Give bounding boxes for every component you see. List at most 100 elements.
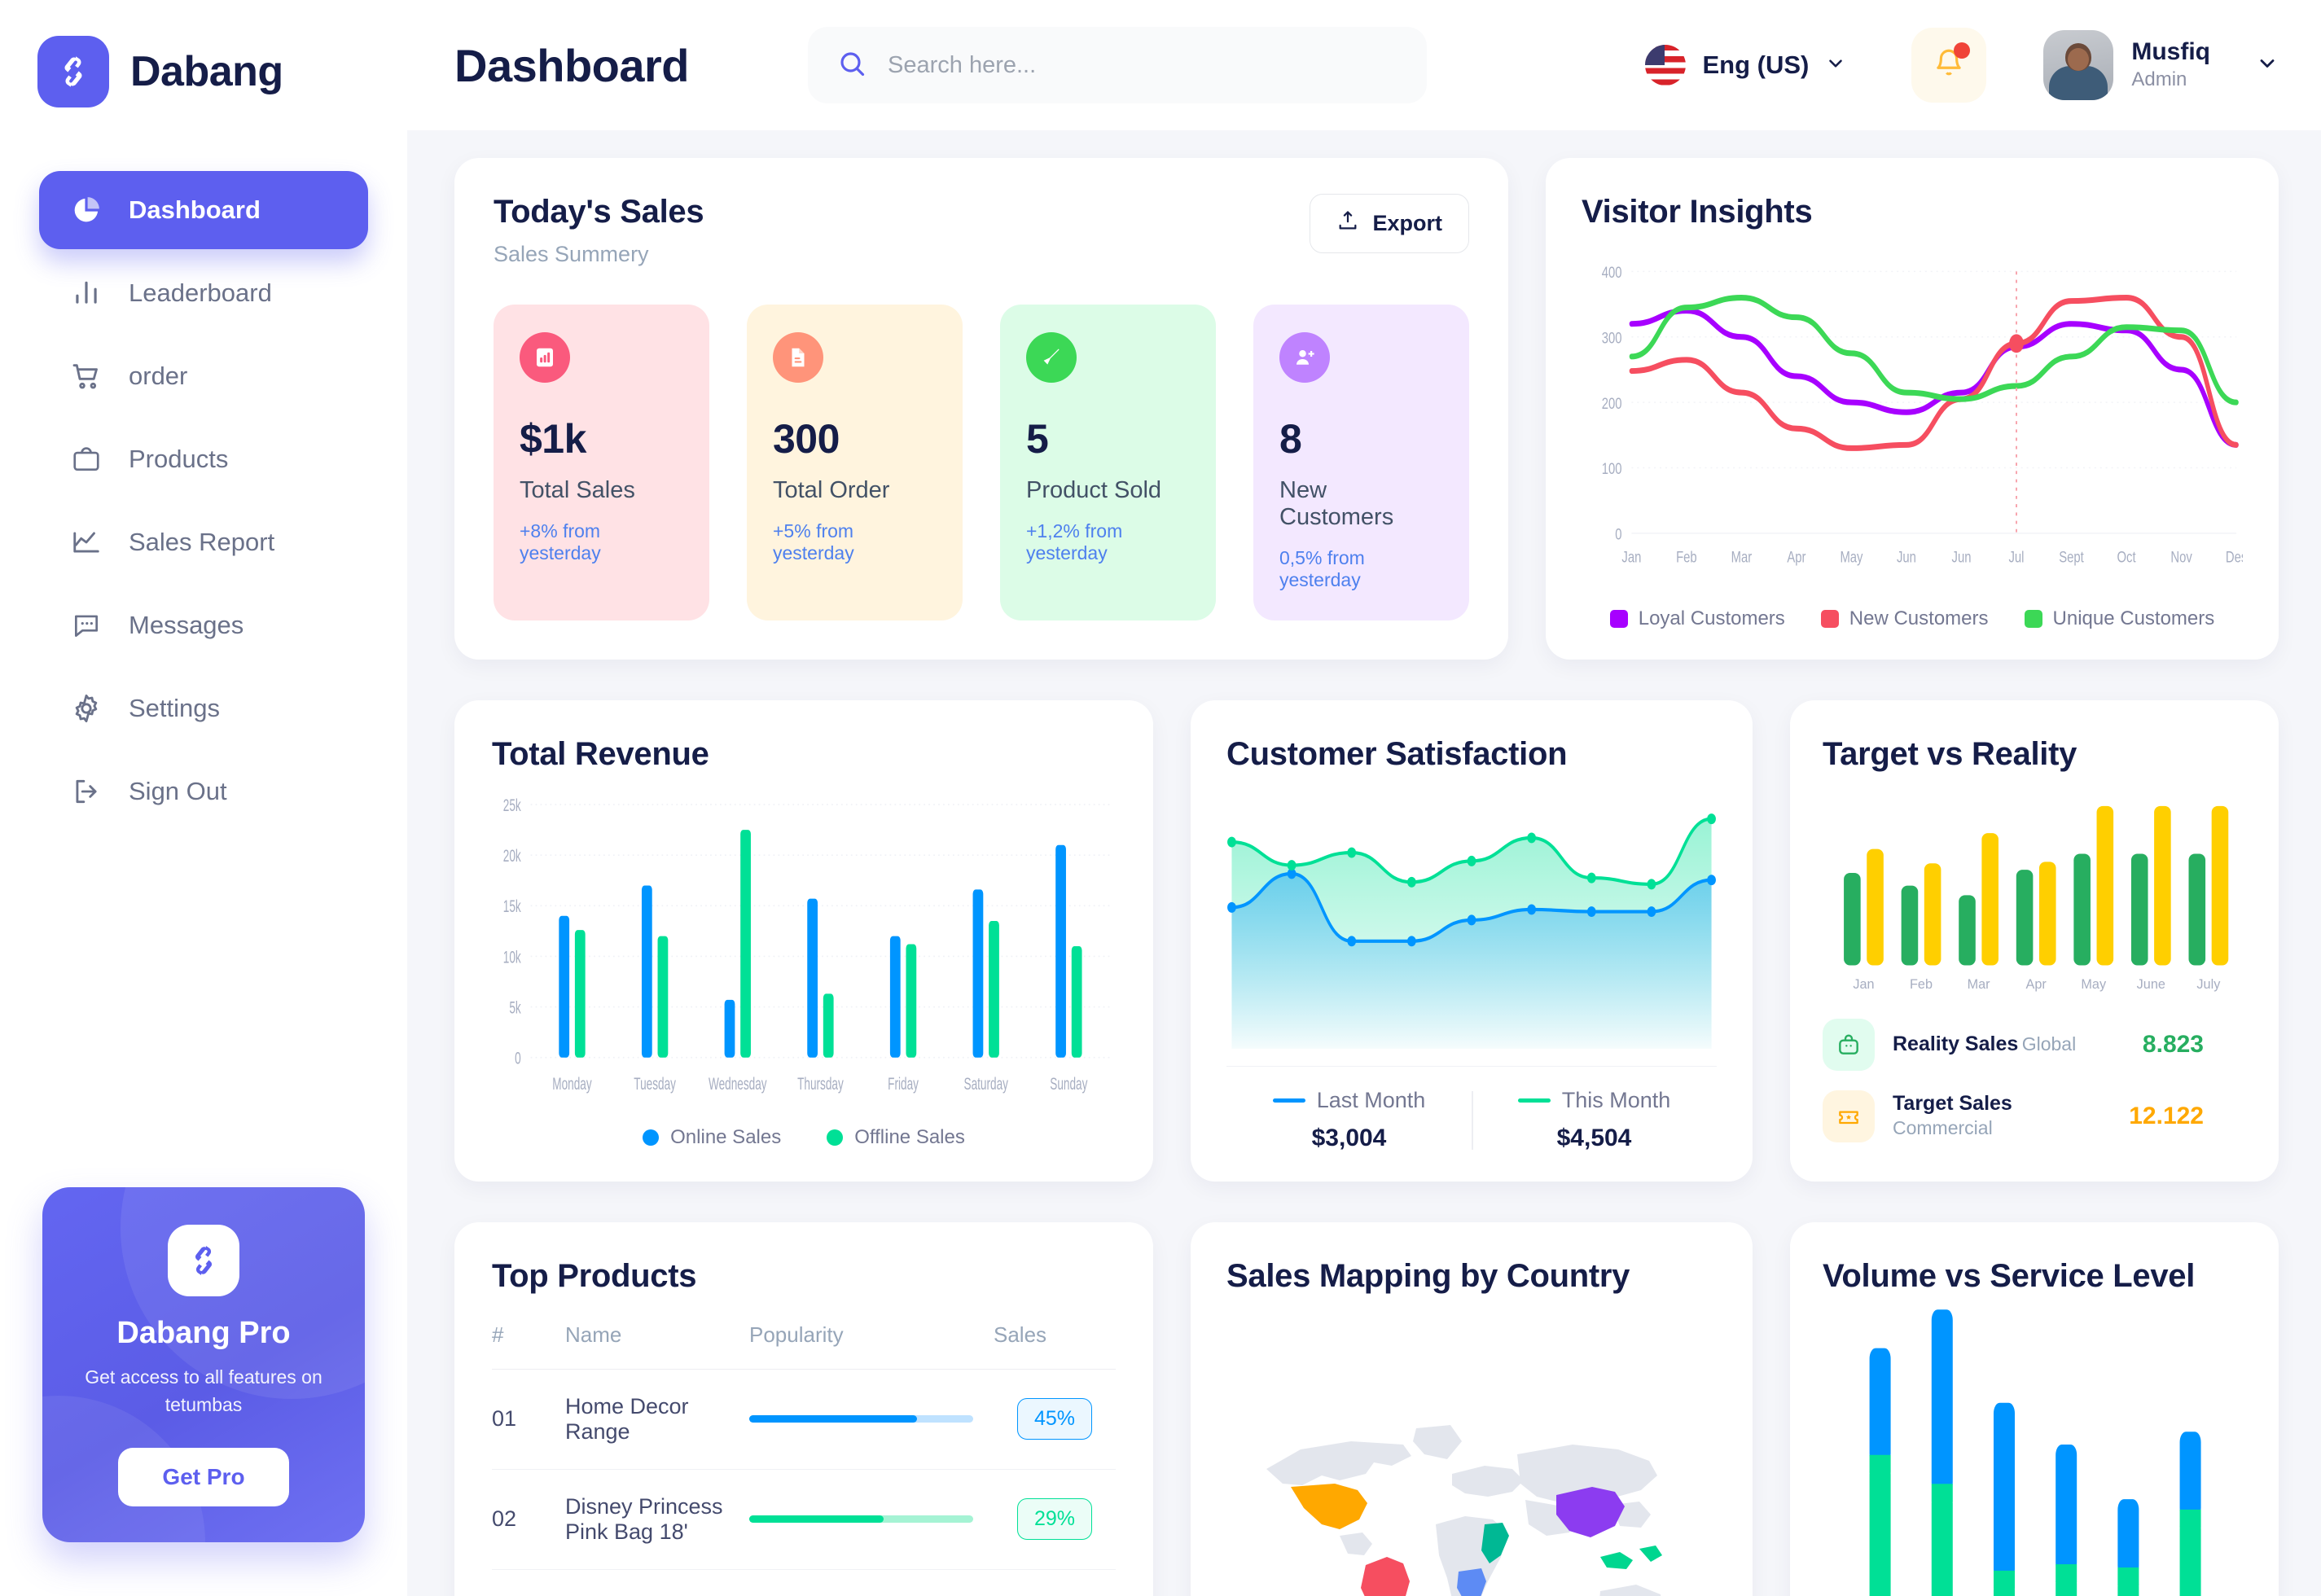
stat-tile-total-sales[interactable]: $1k Total Sales +8% from yesterday	[494, 305, 709, 620]
legend-swatch	[2024, 610, 2042, 628]
svg-text:Sunday: Sunday	[1050, 1074, 1087, 1094]
export-button[interactable]: Export	[1310, 194, 1469, 253]
stat-value: 5	[1026, 416, 1049, 462]
search-box[interactable]	[808, 27, 1427, 103]
table-row[interactable]: 01 Home Decor Range 45%	[492, 1368, 1116, 1470]
legend-subtitle: Commercial	[1893, 1117, 1993, 1139]
svg-text:0: 0	[1615, 526, 1621, 543]
todays-sales-subtitle: Sales Summery	[494, 242, 649, 266]
language-selector[interactable]: Eng (US)	[1645, 45, 1846, 86]
country-dr-congo[interactable]	[1457, 1568, 1486, 1596]
target-vs-reality-legend: Reality Sales Global 8.823	[1823, 1001, 2246, 1152]
row-popularity	[749, 1368, 994, 1470]
legend-swatch	[1609, 610, 1628, 628]
country-china[interactable]	[1556, 1487, 1625, 1538]
svg-text:Mar: Mar	[1731, 549, 1753, 566]
row-sales: 18%	[994, 1568, 1116, 1596]
promo-title: Dabang Pro	[116, 1316, 291, 1351]
search-input[interactable]	[888, 51, 1397, 79]
sidebar-item-sales-report[interactable]: Sales Report	[39, 503, 368, 581]
legend-line-icon	[1517, 1098, 1551, 1103]
legend-label: Loyal Customers	[1638, 607, 1785, 629]
stat-value: $1k	[520, 416, 586, 462]
column-header: Name	[565, 1322, 622, 1347]
line-chart-icon	[68, 524, 104, 560]
sales-mapping-card: Sales Mapping by Country	[1191, 1221, 1753, 1596]
legend-label: Online Sales	[670, 1125, 782, 1148]
total-revenue-plot: 0 5k 10k 15k 20k 25k Monday Tuesday Wednesday Thu…	[492, 794, 1116, 1113]
sidebar-item-label: Sign Out	[129, 777, 227, 805]
user-add-icon	[1279, 332, 1330, 383]
country-brazil[interactable]	[1361, 1557, 1410, 1596]
country-saudi-arabia[interactable]	[1481, 1523, 1509, 1564]
sidebar-item-messages[interactable]: Messages	[39, 586, 368, 664]
stat-label: Total Order	[773, 477, 890, 503]
legend-reality-sales: Reality Sales Global 8.823	[1823, 1009, 2246, 1081]
svg-text:July: July	[2196, 977, 2221, 992]
bag-icon	[68, 441, 104, 477]
sidebar-item-settings[interactable]: Settings	[39, 669, 368, 748]
notifications-button[interactable]	[1911, 28, 1987, 103]
legend-label: This Month	[1561, 1087, 1671, 1112]
tag-icon	[1026, 332, 1077, 383]
chevron-down-icon[interactable]	[2256, 52, 2279, 79]
sidebar-item-dashboard[interactable]: Dashboard	[39, 171, 368, 249]
table-header-row: # Name Popularity Sales	[492, 1322, 1116, 1370]
country-indonesia-east[interactable]	[1639, 1546, 1662, 1563]
highlighted-countries	[1291, 1484, 1662, 1596]
table-row[interactable]: 02 Disney Princess Pink Bag 18' 29%	[492, 1468, 1116, 1570]
sidebar-item-leaderboard[interactable]: Leaderboard	[39, 254, 368, 332]
todays-sales-title: Today's Sales	[494, 194, 704, 230]
stat-tile-new-customers[interactable]: 8 New Customers 0,5% from yesterday	[1253, 305, 1469, 620]
promo-logo-icon	[168, 1225, 239, 1297]
legend-item: Unique Customers	[2024, 607, 2215, 630]
world-map[interactable]	[1226, 1311, 1717, 1596]
us-flag-icon	[1645, 45, 1687, 86]
svg-text:May: May	[1840, 549, 1863, 566]
stat-tile-product-sold[interactable]: 5 Product Sold +1,2% from yesterday	[1000, 305, 1216, 620]
visitor-insights-legend: Loyal Customers New Customers Unique Cus…	[1582, 598, 2243, 630]
legend-item: New Customers	[1820, 607, 1989, 630]
brand[interactable]: Dabang	[0, 36, 407, 107]
legend-label: Unique Customers	[2052, 607, 2215, 629]
chart-bar-icon	[520, 332, 570, 383]
svg-text:25k: 25k	[503, 796, 521, 815]
legend-last-month: Last Month $3,004	[1226, 1088, 1472, 1152]
row-number: 03	[492, 1568, 565, 1596]
svg-text:0: 0	[515, 1049, 521, 1068]
stat-tile-total-order[interactable]: 300 Total Order +5% from yesterday	[747, 305, 963, 620]
svg-text:Apr: Apr	[1787, 549, 1805, 566]
legend-line-icon	[1272, 1098, 1305, 1103]
row-number: 02	[492, 1468, 565, 1570]
export-icon	[1336, 209, 1359, 238]
top-products-table: # Name Popularity Sales 01 Home Decor Ran…	[492, 1322, 1116, 1596]
sidebar-item-products[interactable]: Products	[39, 420, 368, 498]
total-revenue-legend: Online Sales Offline Sales	[492, 1113, 1116, 1149]
stat-delta: 0,5% from yesterday	[1279, 547, 1365, 590]
sidebar-item-sign-out[interactable]: Sign Out	[39, 752, 368, 831]
svg-text:Jul: Jul	[2009, 549, 2025, 566]
promo-card: Dabang Pro Get access to all features on…	[42, 1187, 365, 1542]
stat-tiles: $1k Total Sales +8% from yesterday	[494, 305, 1469, 620]
country-united-states[interactable]	[1291, 1484, 1367, 1530]
pie-chart-icon	[68, 192, 104, 228]
sidebar-item-order[interactable]: order	[39, 337, 368, 415]
row-name: Bathroom Essentials	[565, 1568, 749, 1596]
svg-text:5k: 5k	[509, 998, 521, 1017]
svg-text:Monday: Monday	[552, 1074, 592, 1094]
svg-text:Nov: Nov	[2170, 549, 2192, 566]
main-area: Dashboard Eng (US)	[407, 0, 2321, 1596]
table-row[interactable]: 03Bathroom Essentials 18%	[492, 1568, 1116, 1596]
country-indonesia[interactable]	[1600, 1552, 1633, 1570]
stat-delta: +8% from yesterday	[520, 520, 601, 563]
visitor-insights-plot: 0 100 200 300 400 Jan Feb Mar Apr May Jun Jun Jul Sep…	[1582, 255, 2248, 598]
svg-text:Thursday: Thursday	[797, 1074, 844, 1094]
stat-label: Total Sales	[520, 477, 635, 503]
stat-value: 8	[1279, 416, 1302, 462]
legend-label: Offline Sales	[854, 1125, 965, 1148]
promo-subtitle: Get access to all features on tetumbas	[85, 1366, 322, 1415]
get-pro-button[interactable]: Get Pro	[118, 1448, 289, 1506]
legend-title: Reality Sales	[1893, 1032, 2019, 1055]
user-profile[interactable]: Musfiq Admin	[2043, 30, 2279, 100]
status-badge: 45%	[1017, 1398, 1092, 1440]
